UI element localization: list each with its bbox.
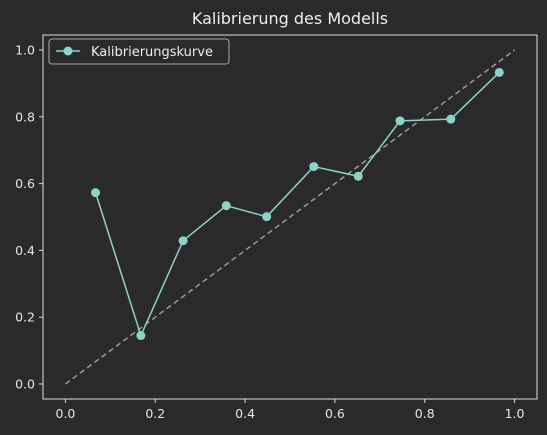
- x-tick-label: 0.6: [325, 406, 345, 421]
- x-tick-label: 0.4: [235, 406, 255, 421]
- calibration-point: [222, 201, 231, 210]
- calibration-point: [396, 116, 405, 125]
- calibration-point: [495, 68, 504, 77]
- calibration-point: [354, 172, 363, 181]
- y-tick-label: 0.8: [15, 109, 35, 124]
- calibration-point: [262, 212, 271, 221]
- calibration-point: [446, 115, 455, 124]
- x-tick-label: 0.2: [145, 406, 165, 421]
- x-tick-label: 1.0: [505, 406, 525, 421]
- y-tick-label: 0.6: [15, 176, 35, 191]
- y-tick-label: 0.4: [15, 243, 35, 258]
- x-tick-label: 0.0: [56, 406, 76, 421]
- y-tick-label: 0.0: [15, 376, 35, 391]
- calibration-point: [179, 236, 188, 245]
- legend: Kalibrierungskurve: [49, 39, 229, 64]
- chart-title: Kalibrierung des Modells: [192, 9, 388, 28]
- y-tick-label: 1.0: [15, 43, 35, 58]
- legend-marker: [64, 47, 73, 56]
- calibration-point: [136, 331, 145, 340]
- legend-label: Kalibrierungskurve: [91, 45, 213, 60]
- calibration-point: [91, 188, 100, 197]
- y-tick-label: 0.2: [15, 310, 35, 325]
- calibration-point: [309, 162, 318, 171]
- x-tick-label: 0.8: [415, 406, 435, 421]
